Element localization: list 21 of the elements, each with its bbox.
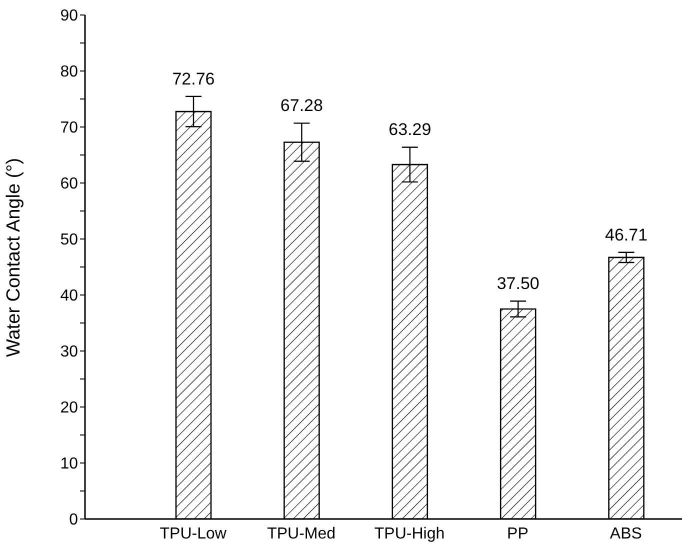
data-label: 72.76 bbox=[172, 69, 215, 88]
x-tick-label: ABS bbox=[610, 525, 642, 542]
data-label: 37.50 bbox=[496, 274, 540, 294]
data-label: 67.28 bbox=[280, 96, 323, 116]
x-tick-label: PP bbox=[507, 525, 528, 542]
y-tick-label: 70 bbox=[60, 120, 78, 137]
x-tick-label: TPU-High bbox=[374, 525, 445, 542]
y-tick-label: 30 bbox=[60, 344, 78, 361]
y-tick-label: 90 bbox=[60, 8, 78, 25]
y-tick-label: 10 bbox=[60, 456, 78, 473]
x-tick-label: TPU-Med bbox=[267, 525, 336, 542]
y-tick-label: 80 bbox=[60, 64, 78, 81]
y-tick-label: 50 bbox=[60, 232, 78, 249]
y-tick-label: 0 bbox=[69, 512, 78, 529]
y-tick-label: 60 bbox=[60, 176, 78, 193]
data-label: 46.71 bbox=[605, 225, 648, 244]
y-tick-label: 40 bbox=[60, 288, 78, 305]
data-label: 63.29 bbox=[388, 120, 432, 140]
y-tick-label: 20 bbox=[60, 400, 78, 417]
x-tick-label: TPU-Low bbox=[160, 525, 227, 542]
y-axis-title: Water Contact Angle (°) bbox=[4, 158, 25, 357]
